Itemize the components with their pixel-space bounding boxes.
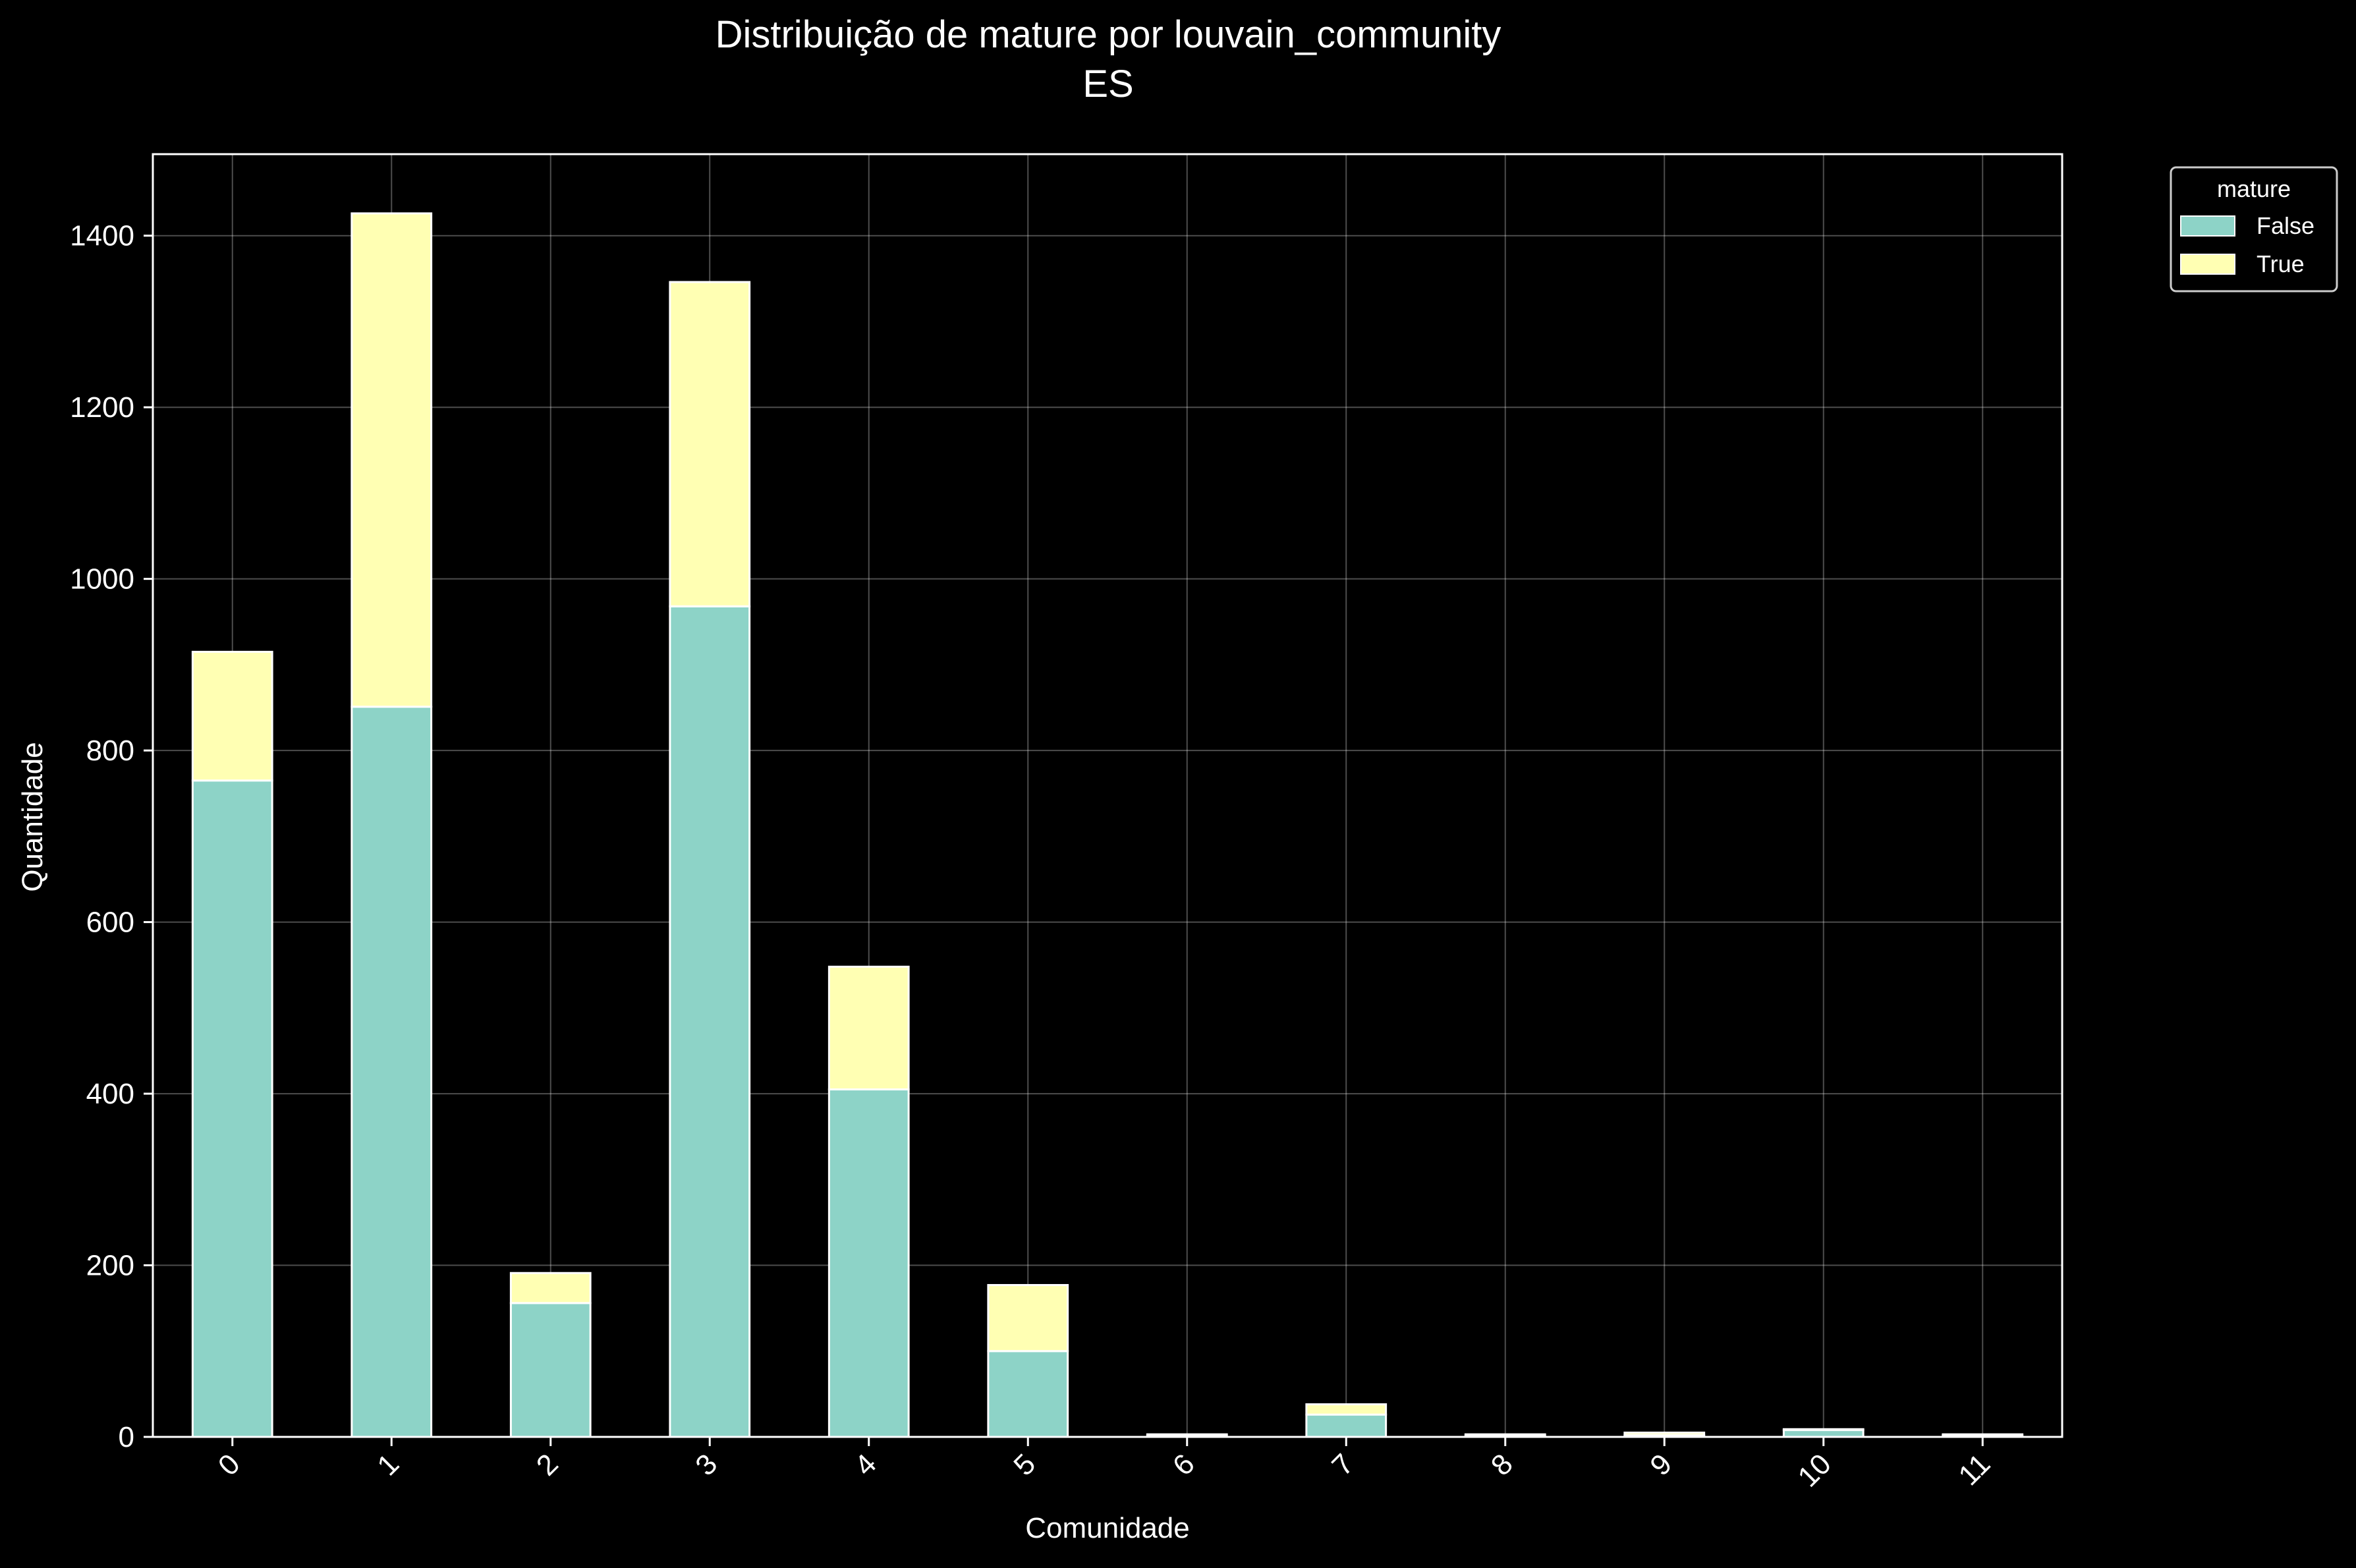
grid-layer [153,154,2062,1438]
x-tick-label-1: 1 [371,1447,405,1482]
y-tick-label-0: 0 [119,1421,134,1453]
x-tick-label-6: 6 [1167,1447,1201,1482]
bar-true-10 [1782,1428,1865,1432]
bar-true-9 [1623,1431,1706,1436]
bar-true-8 [1464,1433,1546,1436]
chart-subtitle: ES [1082,63,1133,105]
bar-false-3 [669,605,751,1438]
x-tick-label-10: 10 [1792,1447,1837,1493]
bar-false-2 [509,1302,592,1438]
y-tick-label-200: 200 [86,1250,134,1282]
bar-true-11 [1942,1433,2024,1436]
x-tick-label-9: 9 [1644,1447,1678,1482]
x-tick-label-5: 5 [1007,1447,1042,1482]
x-tick-label-7: 7 [1326,1447,1360,1482]
legend-label-false: False [2257,212,2314,239]
legend: mature False True [2170,166,2338,293]
legend-label-true: True [2257,250,2305,277]
x-axis-label: Comunidade [1025,1512,1190,1544]
x-tick-label-2: 2 [530,1447,565,1482]
x-tick-label-4: 4 [849,1447,883,1482]
bar-true-7 [1305,1403,1388,1416]
bar-true-5 [987,1283,1069,1353]
legend-title: mature [2217,175,2291,202]
legend-swatch-false [2180,215,2235,237]
y-tick-label-600: 600 [86,907,134,939]
y-tick-label-400: 400 [86,1078,134,1110]
bar-false-7 [1305,1413,1388,1438]
x-tick-label-8: 8 [1485,1447,1519,1482]
x-tick-label-0: 0 [212,1447,246,1482]
bar-true-3 [669,281,751,607]
bar-false-4 [827,1088,910,1438]
bar-false-0 [191,779,273,1438]
chart-title: Distribuição de mature por louvain_commu… [715,13,1501,56]
bar-true-0 [191,650,273,782]
y-tick-label-1400: 1400 [70,220,134,252]
y-tick-label-800: 800 [86,735,134,767]
legend-swatch-true [2180,254,2235,275]
bar-true-4 [827,965,910,1091]
bar-true-2 [509,1272,592,1304]
bar-false-1 [351,706,433,1438]
bar-false-5 [987,1350,1069,1438]
bar-false-10 [1782,1429,1865,1438]
title-group: Distribuição de mature por louvain_commu… [715,13,1501,105]
plot-frame [152,153,2063,1438]
x-tick-label-3: 3 [689,1447,723,1482]
y-tick-label-1200: 1200 [70,391,134,424]
bars-layer [191,212,2024,1438]
x-tick-label-11: 11 [1952,1447,1996,1492]
bar-true-6 [1146,1433,1228,1436]
bar-true-1 [351,212,433,708]
y-tick-label-1000: 1000 [70,563,134,596]
y-axis-label: Quantidade [16,742,49,892]
